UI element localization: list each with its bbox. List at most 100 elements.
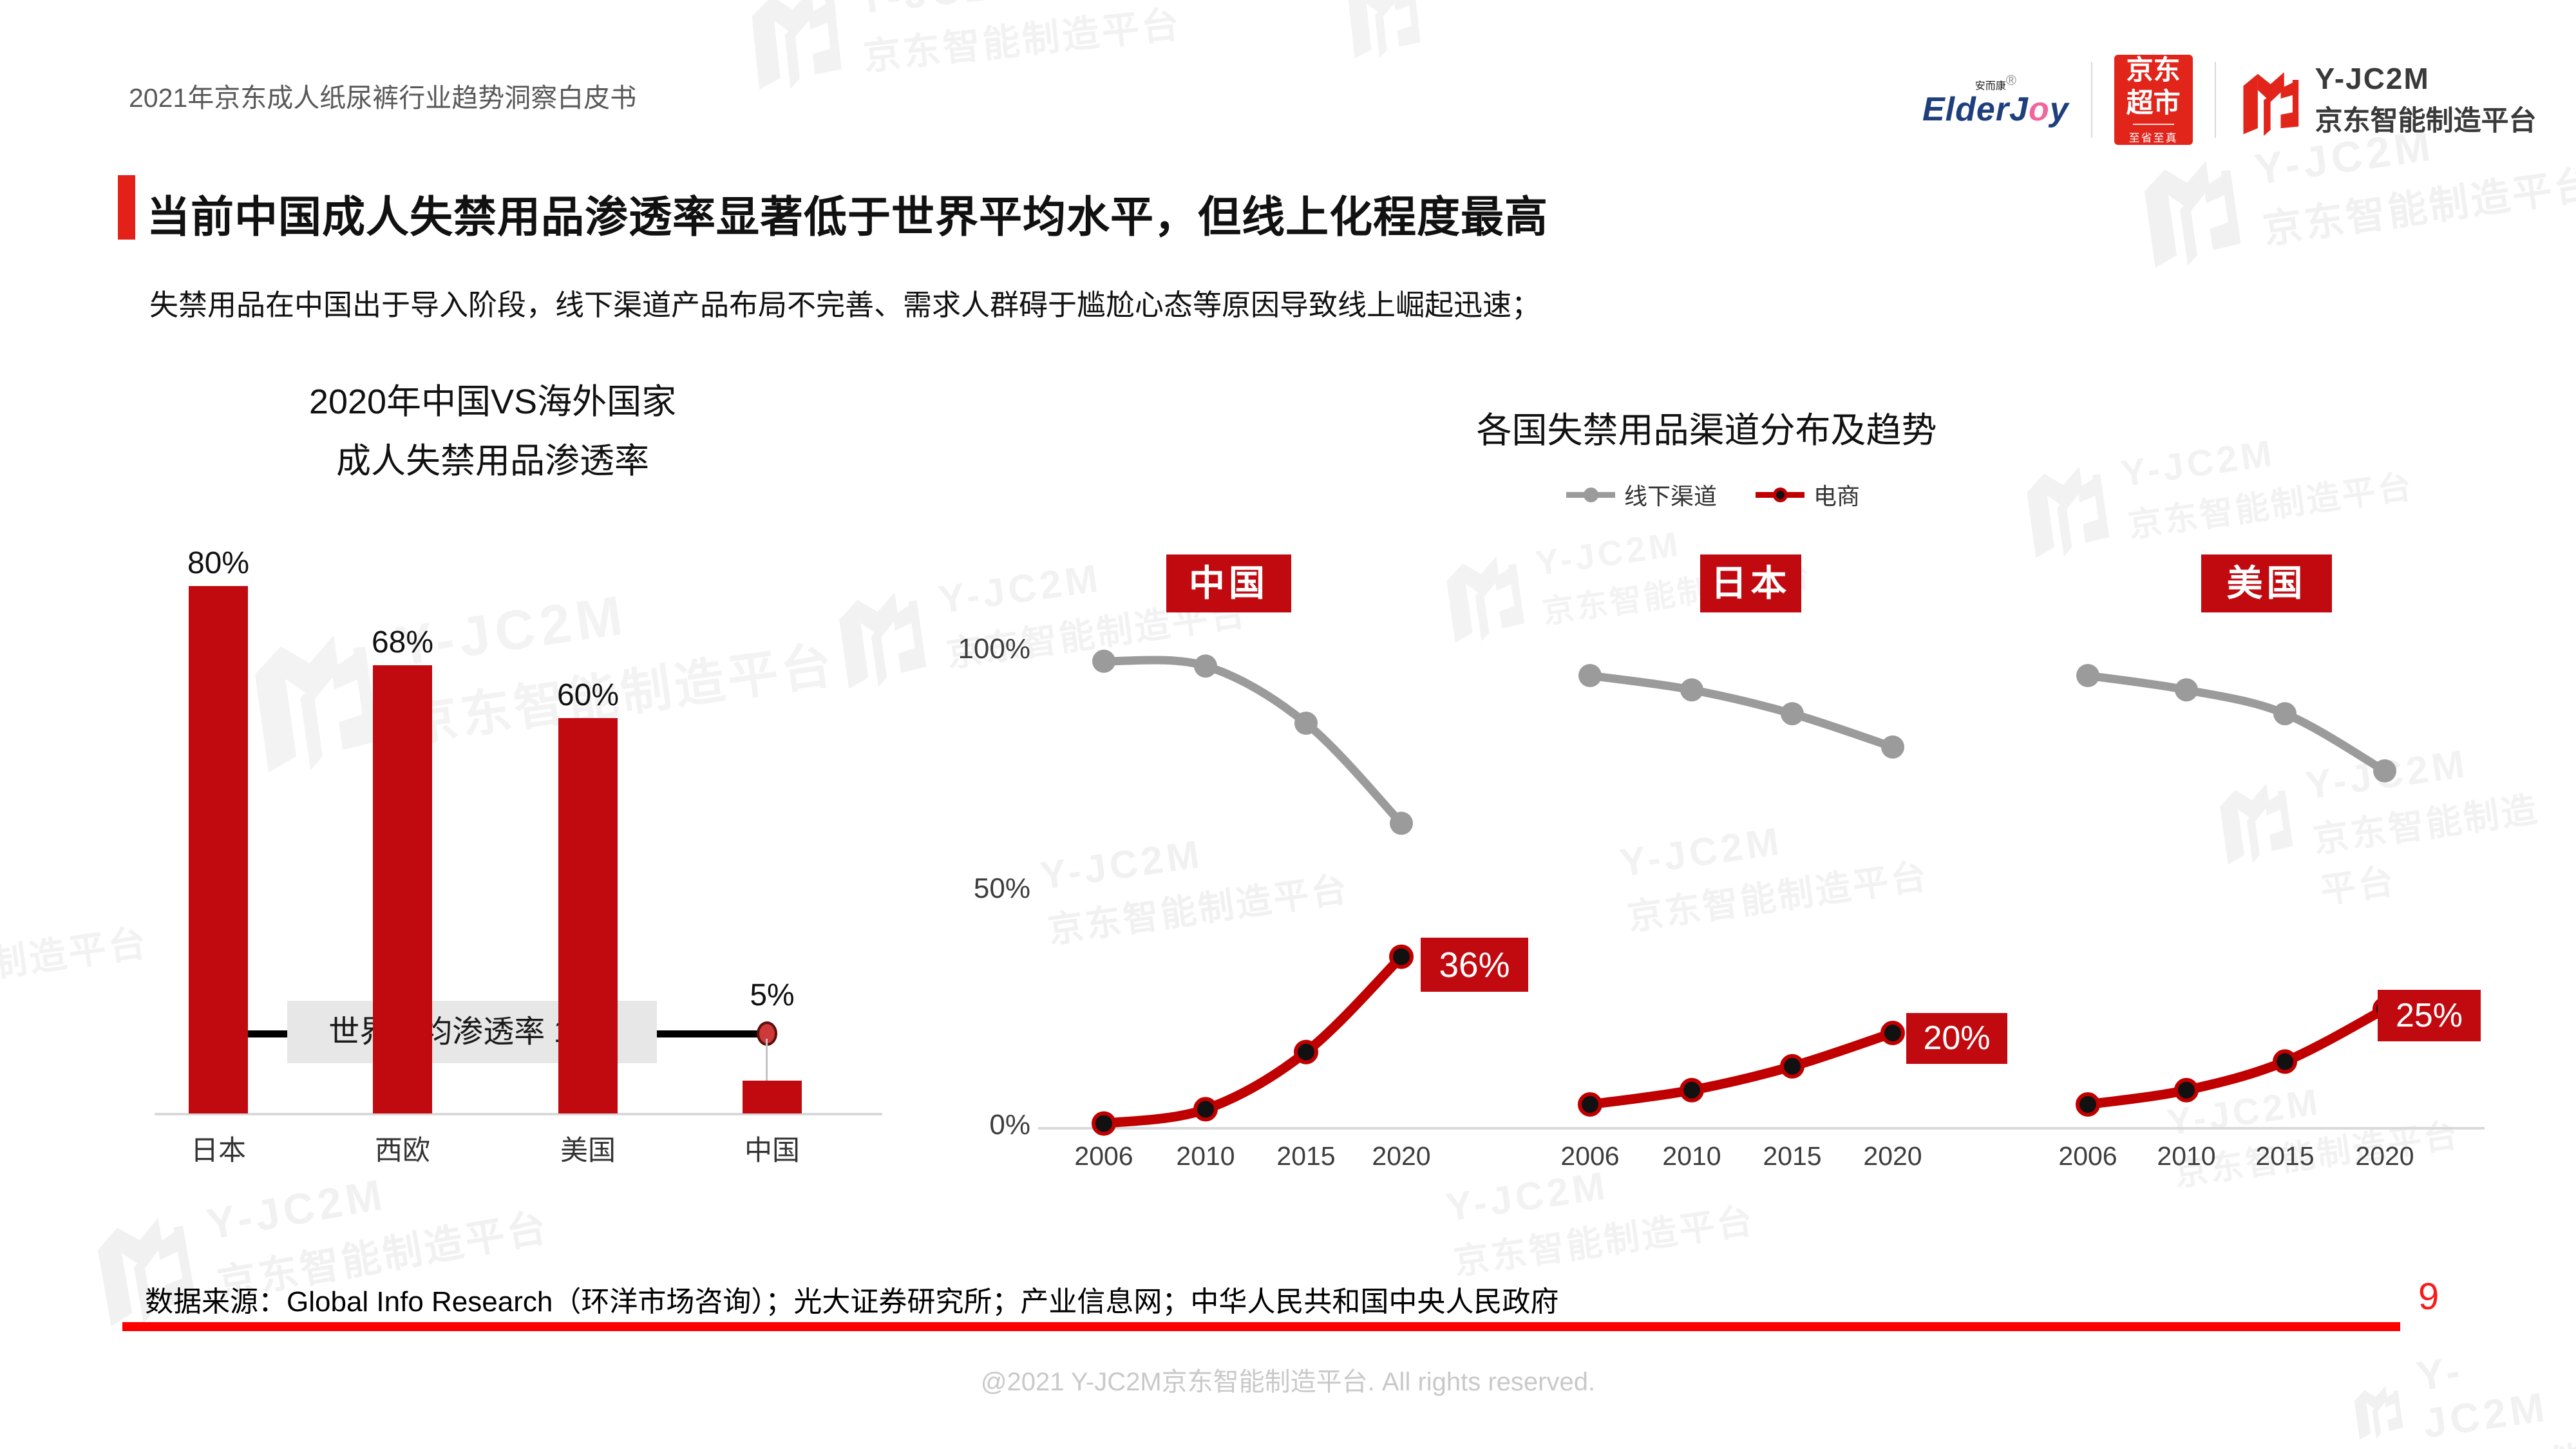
legend-swatch [1566, 487, 1615, 502]
country-box-日本: 日本 [1700, 554, 1801, 612]
watermark: Y-JC2M京东智能制造平台 [741, 0, 1184, 93]
bar-chart-baseline [155, 1113, 882, 1115]
jd-supermarket-slogan: 至省至真 [2128, 131, 2178, 144]
x-axis-tick: 2010 [2157, 1141, 2216, 1171]
x-axis-tick: 2010 [1176, 1141, 1235, 1171]
x-axis-tick: 2006 [2058, 1141, 2117, 1171]
jd-supermarket-logo: 京东 超市 至省至真 [2114, 55, 2193, 145]
elderjoy-logo: 安而康® ElderJoy [1922, 73, 2069, 128]
legend-swatch [1756, 487, 1804, 502]
ecommerce-point [1092, 1111, 1116, 1136]
copyright-line: @2021 Y-JC2M京东智能制造平台. All rights reserve… [980, 1368, 1596, 1396]
world-average-connector [766, 1039, 768, 1081]
elderjoy-pink-o: o [2028, 90, 2050, 128]
x-axis-tick: 2020 [1372, 1141, 1431, 1171]
line-chart-title: 各国失禁用品渠道分布及趋势 [1476, 410, 1937, 450]
country-box-美国: 美国 [2201, 554, 2332, 612]
offline-point [2373, 759, 2396, 782]
logo-strip: 安而康® ElderJoy 京东 超市 至省至真 Y-JC2M 京东智能制造平台 [1922, 52, 2537, 148]
legend-item-电商: 电商 [1756, 478, 1860, 511]
bar-category-label: 西欧 [375, 1135, 430, 1166]
ecommerce-line-日本 [1585, 1028, 1898, 1110]
ecommerce-point [1780, 1054, 1804, 1079]
legend-label: 线下渠道 [1624, 483, 1717, 509]
x-axis-tick: 2006 [1560, 1141, 1620, 1171]
bar-chart: 世界平均渗透率 12% 80% 日本 68% 西欧 60% 美国 5% 中国 [155, 535, 882, 1166]
bar-chart-title: 2020年中国VS海外国家 成人失禁用品渗透率 [164, 372, 821, 491]
bar-value-label: 68% [371, 625, 434, 659]
callout-日本: 20% [1906, 1013, 2007, 1064]
ecommerce-point [1193, 1097, 1218, 1122]
bar-category-label: 美国 [560, 1135, 616, 1166]
offline-point [1578, 664, 1602, 687]
country-box-中国: 中国 [1166, 554, 1291, 612]
watermark-text-line2: 京东智能制造平台 [2126, 467, 2416, 545]
legend-marker-dot [1773, 487, 1788, 502]
legend-marker-dot [1583, 487, 1598, 502]
ecommerce-line-中国 [1099, 952, 1406, 1129]
watermark: Y-JC2M京东智能制造平台 [0, 857, 151, 1010]
bar-中国 [743, 1081, 802, 1113]
ecommerce-point [1294, 1039, 1318, 1065]
offline-point [1390, 811, 1413, 835]
callout-中国: 36% [1421, 938, 1528, 992]
ecommerce-line-美国 [2083, 1004, 2390, 1110]
watermark-text-line2: 京东智能制造平台 [1451, 1200, 1757, 1283]
yjc2m-logo: Y-JC2M 京东智能制造平台 [2238, 61, 2537, 138]
offline-line-美国 [2083, 671, 2389, 775]
bar-chart-title-line1: 2020年中国VS海外国家 [308, 383, 677, 421]
footer-red-rule [122, 1322, 2400, 1331]
offline-point [1194, 654, 1217, 678]
x-axis-tick: 2015 [1276, 1141, 1336, 1171]
yjc2m-watermark-icon [2141, 158, 2243, 271]
offline-line-日本 [1586, 671, 1897, 752]
bar-美国 [558, 718, 618, 1113]
offline-point [2175, 678, 2198, 702]
legend-item-线下渠道: 线下渠道 [1566, 478, 1717, 511]
yjc2m-watermark-icon [2024, 464, 2111, 561]
y-axis-tick: 100% [958, 633, 1030, 665]
title-accent-bar [118, 175, 135, 240]
logo-divider [2090, 62, 2092, 138]
watermark-text-line2: 京东智能制造平台 [861, 3, 1184, 79]
elderjoy-en-label: ElderJoy [1922, 90, 2069, 128]
callout-美国: 25% [2378, 990, 2481, 1041]
watermark-text-line2: 京东智能制造平台 [2260, 162, 2576, 252]
y-axis-tick: 0% [989, 1109, 1030, 1141]
watermark [1340, 0, 1426, 61]
x-axis-tick: 2020 [2355, 1141, 2414, 1171]
yjc2m-logo-icon [2243, 72, 2298, 136]
jd-box-divider [2132, 123, 2174, 125]
x-axis-tick: 2010 [1662, 1141, 1721, 1171]
offline-point [1881, 735, 1904, 759]
bar-category-label: 日本 [191, 1135, 246, 1166]
offline-point [1680, 678, 1703, 702]
ecommerce-point [1389, 944, 1414, 969]
bar-value-label: 5% [750, 978, 795, 1012]
x-axis-tick: 2020 [1863, 1141, 1922, 1171]
offline-line-中国 [1099, 656, 1406, 828]
ecommerce-point [2174, 1077, 2199, 1103]
data-source-line: 数据来源：Global Info Research（环洋市场咨询）；光大证券研究… [145, 1286, 1559, 1318]
line-chart-canvas [1038, 649, 2485, 1136]
bar-value-label: 80% [187, 546, 250, 580]
yjc2m-cn-label: 京东智能制造平台 [2315, 106, 2537, 137]
legend-label: 电商 [1814, 483, 1861, 509]
offline-point [1092, 649, 1115, 673]
y-axis-tick: 50% [973, 873, 1030, 904]
jd-supermarket-line2: 超市 [2126, 87, 2181, 118]
elderjoy-cn-label: 安而康 [1975, 80, 2006, 91]
offline-point [2273, 702, 2297, 726]
yjc2m-watermark-icon [750, 0, 843, 92]
bar-西欧 [373, 665, 432, 1113]
offline-point [1781, 702, 1804, 726]
ecommerce-point [1680, 1077, 1704, 1103]
document-title: 2021年京东成人纸尿裤行业趋势洞察白皮书 [129, 83, 637, 113]
x-axis-tick: 2015 [1763, 1141, 1822, 1171]
jd-supermarket-line1: 京东 [2126, 55, 2181, 86]
yjc2m-name-label: Y-JC2M [2315, 62, 2430, 95]
line-chart-legend: 线下渠道 电商 [1481, 478, 1945, 511]
page-title: 当前中国成人失禁用品渗透率显著低于世界平均水平，但线上化程度最高 [147, 193, 1548, 242]
logo-divider [2214, 62, 2216, 138]
